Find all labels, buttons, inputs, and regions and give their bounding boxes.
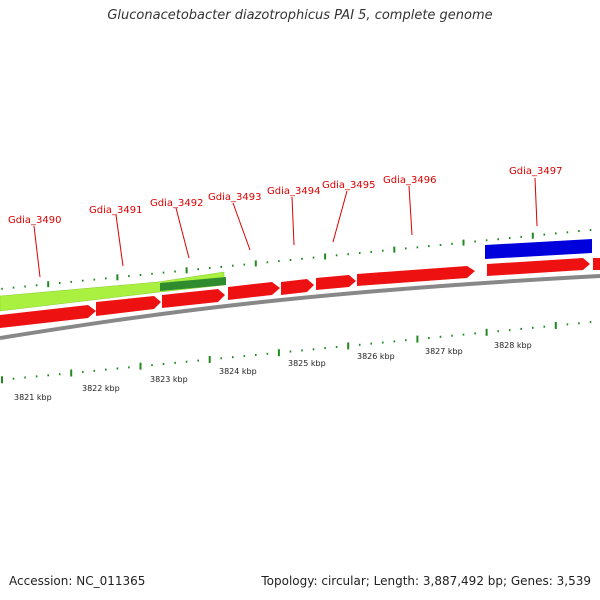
gene-label: Gdia_3490 xyxy=(8,215,61,226)
gene-leader-line xyxy=(175,207,190,259)
cds-arrows xyxy=(0,258,600,328)
cds-arrow xyxy=(281,279,314,295)
gene-leader-line xyxy=(291,196,295,246)
cds-arrow xyxy=(593,258,600,270)
accession-text: Accession: NC_011365 xyxy=(9,574,146,588)
cds-arrow xyxy=(0,305,96,328)
kbp-label: 3823 kbp xyxy=(150,375,188,384)
gene-label-group: Gdia_3490 Gdia_3491 Gdia_3492 Gdia_3493 … xyxy=(8,166,562,278)
kbp-label: 3826 kbp xyxy=(357,352,395,361)
genome-backbone xyxy=(0,274,600,340)
kbp-label: 3827 kbp xyxy=(425,347,463,356)
cds-arrow xyxy=(228,282,280,300)
gene-leader-line xyxy=(408,185,413,236)
gene-label: Gdia_3496 xyxy=(383,175,436,186)
gene-leader-line xyxy=(534,177,538,227)
gene-label: Gdia_3494 xyxy=(267,186,320,197)
ticks-upper xyxy=(1,229,592,290)
gene-label: Gdia_3495 xyxy=(322,180,375,191)
map-title: Gluconacetobacter diazotrophicus PAI 5, … xyxy=(107,8,493,23)
topology-text: Topology: circular; Length: 3,887,492 bp… xyxy=(261,574,591,588)
kbp-label: 3821 kbp xyxy=(14,393,52,402)
feature-blue xyxy=(485,239,592,259)
cds-arrow xyxy=(487,258,590,276)
cds-arrow xyxy=(316,275,356,290)
gene-label: Gdia_3491 xyxy=(89,205,142,216)
gene-label: Gdia_3497 xyxy=(509,166,562,177)
gene-leader-line xyxy=(33,225,41,278)
kbp-label: 3822 kbp xyxy=(82,384,120,393)
gene-leader-line xyxy=(115,214,124,267)
kbp-label-group: 3821 kbp 3822 kbp 3823 kbp 3824 kbp 3825… xyxy=(14,341,532,402)
ticks-lower xyxy=(1,321,592,384)
kbp-label: 3824 kbp xyxy=(219,367,257,376)
gene-label: Gdia_3493 xyxy=(208,192,261,203)
gene-leader-line xyxy=(232,202,251,251)
kbp-label: 3825 kbp xyxy=(288,359,326,368)
kbp-label: 3828 kbp xyxy=(494,341,532,350)
gene-leader-line xyxy=(332,190,348,243)
gene-label: Gdia_3492 xyxy=(150,198,203,209)
cds-arrow xyxy=(357,266,475,286)
cds-arrow xyxy=(96,296,161,316)
feature-dark-green xyxy=(160,277,226,291)
cds-arrow xyxy=(162,289,225,308)
